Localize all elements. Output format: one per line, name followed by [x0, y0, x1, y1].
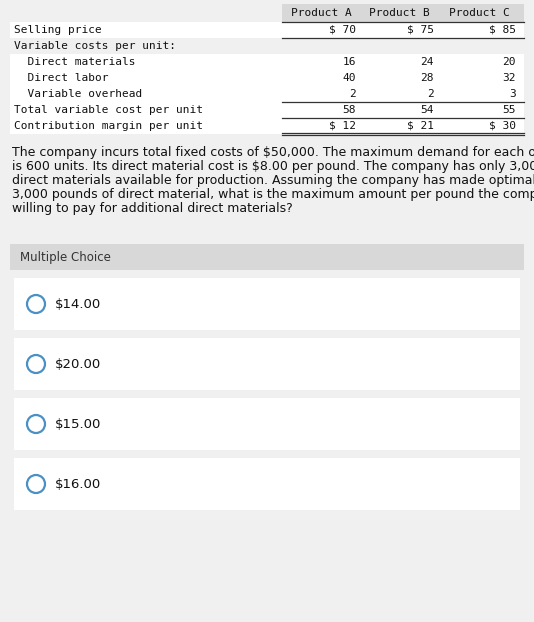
- Bar: [10, 38, 524, 54]
- Text: Selling price: Selling price: [14, 25, 102, 35]
- Bar: [10, 70, 524, 86]
- Text: 2: 2: [427, 89, 434, 99]
- Text: 55: 55: [502, 105, 516, 115]
- Text: direct materials available for production. Assuming the company has made optimal: direct materials available for productio…: [12, 174, 534, 187]
- Bar: [14, 338, 520, 390]
- Bar: [10, 86, 524, 102]
- Text: Contribution margin per unit: Contribution margin per unit: [14, 121, 203, 131]
- Text: Product C: Product C: [449, 8, 509, 18]
- Text: 32: 32: [502, 73, 516, 83]
- Text: 3: 3: [509, 89, 516, 99]
- Bar: [10, 102, 524, 118]
- Text: $14.00: $14.00: [55, 297, 101, 310]
- Bar: [14, 278, 520, 330]
- Text: $16.00: $16.00: [55, 478, 101, 491]
- Bar: [10, 22, 524, 38]
- Bar: [10, 244, 524, 270]
- Text: $ 85: $ 85: [489, 25, 516, 35]
- Text: 28: 28: [420, 73, 434, 83]
- Text: Variable overhead: Variable overhead: [14, 89, 142, 99]
- Text: Direct materials: Direct materials: [14, 57, 136, 67]
- Bar: [14, 458, 520, 510]
- Text: The company incurs total fixed costs of $50,000. The maximum demand for each of : The company incurs total fixed costs of …: [12, 146, 534, 159]
- Bar: [10, 244, 524, 584]
- Text: Variable costs per unit:: Variable costs per unit:: [14, 41, 176, 51]
- Text: $ 30: $ 30: [489, 121, 516, 131]
- Text: 40: 40: [342, 73, 356, 83]
- Text: Direct labor: Direct labor: [14, 73, 108, 83]
- Text: $15.00: $15.00: [55, 417, 101, 430]
- Text: Multiple Choice: Multiple Choice: [20, 251, 111, 264]
- Text: 24: 24: [420, 57, 434, 67]
- Bar: [10, 118, 524, 134]
- Text: willing to pay for additional direct materials?: willing to pay for additional direct mat…: [12, 202, 293, 215]
- Text: $ 21: $ 21: [407, 121, 434, 131]
- Text: $ 75: $ 75: [407, 25, 434, 35]
- Text: 20: 20: [502, 57, 516, 67]
- Text: 3,000 pounds of direct material, what is the maximum amount per pound the compan: 3,000 pounds of direct material, what is…: [12, 188, 534, 201]
- Text: $20.00: $20.00: [55, 358, 101, 371]
- Text: Total variable cost per unit: Total variable cost per unit: [14, 105, 203, 115]
- Text: 54: 54: [420, 105, 434, 115]
- Bar: [10, 54, 524, 70]
- Text: $ 12: $ 12: [329, 121, 356, 131]
- Text: Product B: Product B: [368, 8, 429, 18]
- Text: Product A: Product A: [290, 8, 351, 18]
- Text: 16: 16: [342, 57, 356, 67]
- Text: is 600 units. Its direct material cost is $8.00 per pound. The company has only : is 600 units. Its direct material cost i…: [12, 160, 534, 173]
- Bar: [282, 4, 524, 22]
- Bar: [14, 398, 520, 450]
- Text: $ 70: $ 70: [329, 25, 356, 35]
- Text: 58: 58: [342, 105, 356, 115]
- Text: 2: 2: [349, 89, 356, 99]
